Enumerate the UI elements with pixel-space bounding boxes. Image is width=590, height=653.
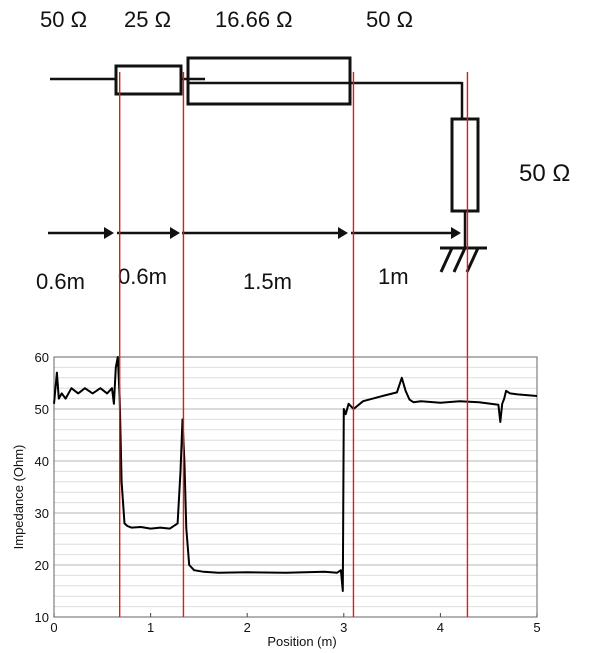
x-axis-label: Position (m): [267, 634, 336, 649]
length-label-1: 0.6m: [36, 269, 85, 294]
y-tick-label: 40: [35, 454, 49, 469]
y-tick-label: 60: [35, 350, 49, 365]
arrow-head-icon: [104, 227, 114, 239]
plot-frame: [53, 356, 538, 618]
arrow-head-icon: [451, 227, 461, 239]
arrowheads: [104, 227, 461, 239]
load-resistor: [450, 117, 480, 213]
y-tick-label: 10: [35, 610, 49, 625]
impedance-chart: 0 1 2 3 4 5 10 20 30 40 50 60 Position (m) Impedan…: [11, 350, 541, 649]
y-tick-label: 30: [35, 506, 49, 521]
impedance-label-2: 25 Ω: [124, 7, 171, 32]
x-tick-label: 1: [147, 620, 154, 635]
grid-minor: [54, 356, 537, 618]
grid-major: [54, 356, 537, 618]
length-label-3: 1.5m: [243, 269, 292, 294]
y-axis-label: Impedance (Ohm): [11, 445, 26, 550]
x-tick-label: 3: [340, 620, 347, 635]
y-tick-label: 20: [35, 558, 49, 573]
line-segment-25ohm: [114, 64, 183, 96]
impedance-label-4: 50 Ω: [366, 7, 413, 32]
ground-icon: [439, 246, 487, 273]
y-tick-label: 50: [35, 402, 49, 417]
line-segment-16ohm: [186, 56, 352, 106]
length-label-2: 0.6m: [118, 264, 167, 289]
x-tick-label: 5: [533, 620, 540, 635]
position-markers: [118, 72, 469, 617]
impedance-label-1: 50 Ω: [40, 7, 87, 32]
x-tick-label: 4: [437, 620, 444, 635]
arrow-head-icon: [170, 227, 180, 239]
schematic: 50 Ω 25 Ω 16.66 Ω 50 Ω 50 Ω: [36, 7, 570, 294]
impedance-trace: [53, 356, 538, 592]
arrow-head-icon: [338, 227, 348, 239]
x-tick-label: 2: [244, 620, 251, 635]
impedance-label-3: 16.66 Ω: [215, 7, 293, 32]
x-tick-labels: 0 1 2 3 4 5: [50, 613, 541, 635]
load-impedance-label: 50 Ω: [519, 160, 570, 187]
length-label-4: 1m: [378, 264, 409, 289]
y-tick-labels: 10 20 30 40 50 60: [35, 350, 49, 625]
x-tick-label: 0: [50, 620, 57, 635]
